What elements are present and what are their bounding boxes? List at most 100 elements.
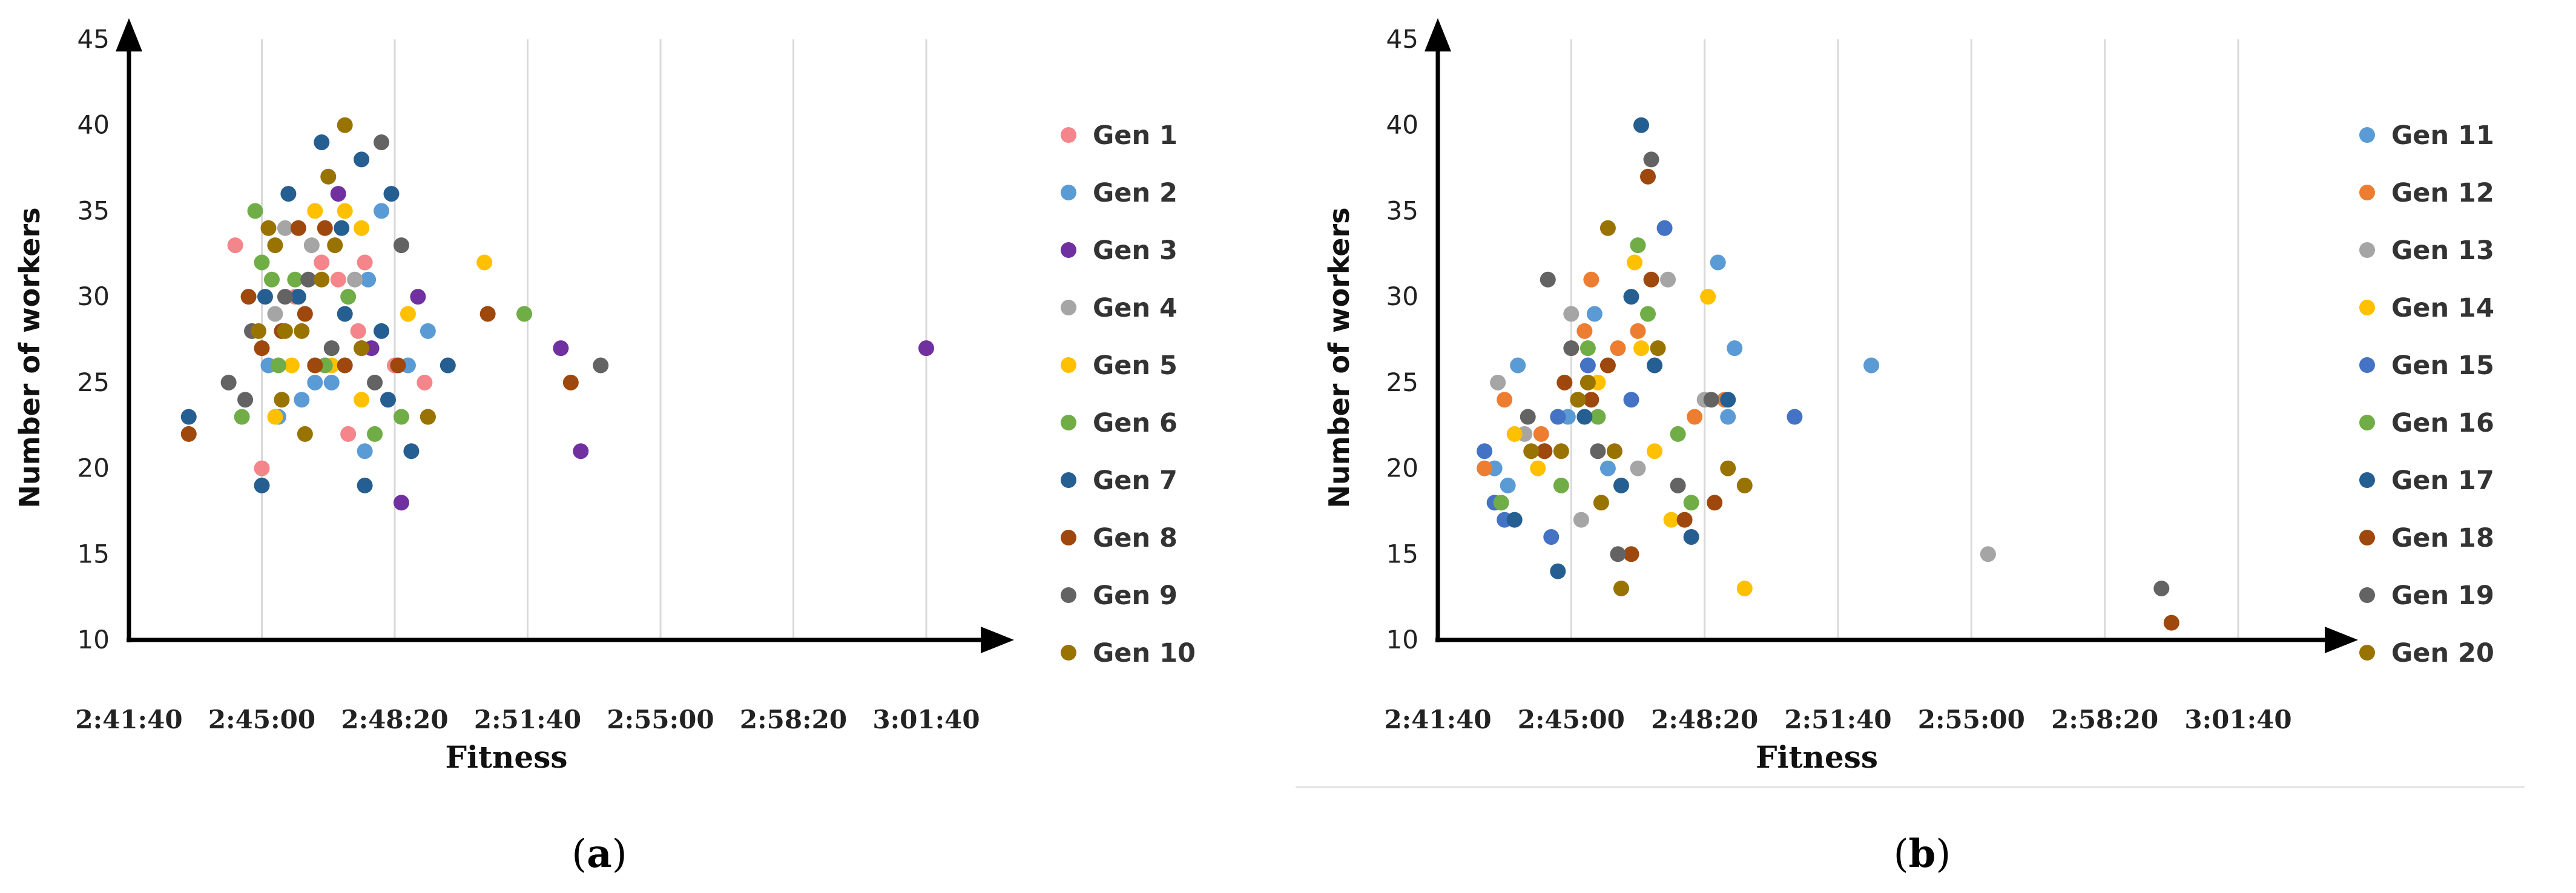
data-point — [420, 323, 436, 339]
x-axis-arrow-a — [981, 627, 1014, 653]
data-point — [1599, 357, 1616, 374]
data-point — [1497, 392, 1513, 408]
data-point — [340, 289, 357, 305]
data-point — [593, 357, 609, 374]
data-point — [294, 392, 310, 408]
legend-a: Gen 1 Gen 2 Gen 3 Gen 4 Gen 5 Gen 6 Gen 7 Gen 8… — [1061, 120, 1196, 668]
x-tick-label: 2:58:20 — [740, 705, 847, 734]
data-point — [476, 254, 493, 271]
legend-marker — [2359, 530, 2375, 545]
data-point — [393, 409, 409, 425]
legend-label: Gen 9 — [1093, 581, 1178, 611]
data-point — [323, 340, 340, 357]
x-tick-label: 2:48:20 — [1651, 705, 1758, 734]
data-point — [350, 323, 366, 339]
data-point — [1610, 546, 1626, 562]
data-point — [347, 271, 363, 288]
data-point — [1736, 580, 1753, 596]
data-point — [1643, 151, 1659, 168]
data-point — [1550, 563, 1566, 579]
legend-label: Gen 10 — [1093, 638, 1196, 668]
legend-label: Gen 8 — [1093, 523, 1178, 553]
data-point — [1647, 443, 1663, 460]
y-tick-label: 20 — [77, 453, 110, 483]
data-point — [1720, 392, 1736, 408]
data-point — [417, 374, 433, 390]
data-point — [320, 168, 337, 185]
legend-marker — [2359, 242, 2375, 258]
data-point — [317, 220, 333, 236]
data-point — [300, 271, 317, 288]
data-point — [340, 426, 357, 442]
data-point — [280, 186, 297, 202]
caption-a: (a) — [572, 831, 627, 877]
data-point — [1477, 460, 1493, 476]
data-point — [1520, 409, 1536, 425]
y-tick-label: 35 — [1386, 196, 1418, 225]
data-point — [277, 220, 293, 236]
data-point — [237, 392, 254, 408]
data-point — [516, 306, 533, 322]
data-point — [1580, 340, 1596, 357]
data-point — [283, 357, 300, 374]
data-point — [323, 374, 340, 390]
data-point — [1663, 512, 1679, 528]
data-point — [1553, 443, 1569, 460]
legend-marker — [1061, 415, 1076, 430]
x-tick-label: 2:51:40 — [1784, 705, 1891, 734]
data-point — [1599, 460, 1616, 476]
data-point — [1623, 546, 1639, 562]
data-point — [277, 323, 293, 339]
legend-marker — [2359, 185, 2375, 200]
data-point — [227, 237, 243, 254]
data-point — [383, 186, 400, 202]
data-point — [1553, 477, 1569, 493]
y-tick-label: 10 — [77, 625, 110, 654]
y-tick-label: 25 — [1386, 367, 1418, 397]
data-point — [354, 340, 370, 357]
data-point — [290, 220, 306, 236]
data-point — [277, 289, 293, 305]
data-point — [1576, 323, 1593, 339]
data-point — [254, 340, 270, 357]
data-point — [403, 443, 420, 460]
data-point — [1630, 237, 1646, 254]
data-point — [307, 357, 323, 374]
legend-label: Gen 19 — [2391, 581, 2494, 611]
data-point — [330, 271, 346, 288]
y-tick-label: 40 — [1386, 110, 1418, 140]
data-point — [330, 186, 346, 202]
data-point — [1710, 254, 1726, 271]
x-tick-label: 2:41:40 — [1384, 705, 1491, 734]
data-point — [1633, 340, 1650, 357]
data-point — [2153, 580, 2170, 596]
data-point — [1530, 460, 1546, 476]
data-point — [247, 203, 263, 219]
data-point — [307, 374, 323, 390]
data-point — [1540, 271, 1556, 288]
y-tick-label: 30 — [77, 282, 110, 311]
data-point — [294, 323, 310, 339]
data-point — [1630, 460, 1646, 476]
legend-label: Gen 18 — [2391, 523, 2494, 553]
data-point — [380, 392, 397, 408]
data-point — [1727, 340, 1743, 357]
data-point — [1590, 409, 1606, 425]
legend-marker — [2359, 645, 2375, 661]
legend-label: Gen 16 — [2391, 408, 2494, 438]
x-tick-label: 3:01:40 — [2184, 705, 2291, 734]
legend-marker — [2359, 127, 2375, 143]
legend-label: Gen 1 — [1093, 120, 1178, 151]
data-point — [260, 220, 277, 236]
data-point — [1537, 443, 1553, 460]
data-point — [1576, 409, 1593, 425]
data-point — [1606, 443, 1622, 460]
data-point — [410, 289, 426, 305]
y-tick-labels-a: 10 15 20 25 30 35 40 45 — [77, 24, 110, 654]
legend-label: Gen 6 — [1093, 408, 1178, 438]
data-point — [274, 392, 290, 408]
data-point — [420, 409, 436, 425]
y-tick-label: 45 — [1386, 24, 1418, 54]
data-point — [479, 306, 496, 322]
